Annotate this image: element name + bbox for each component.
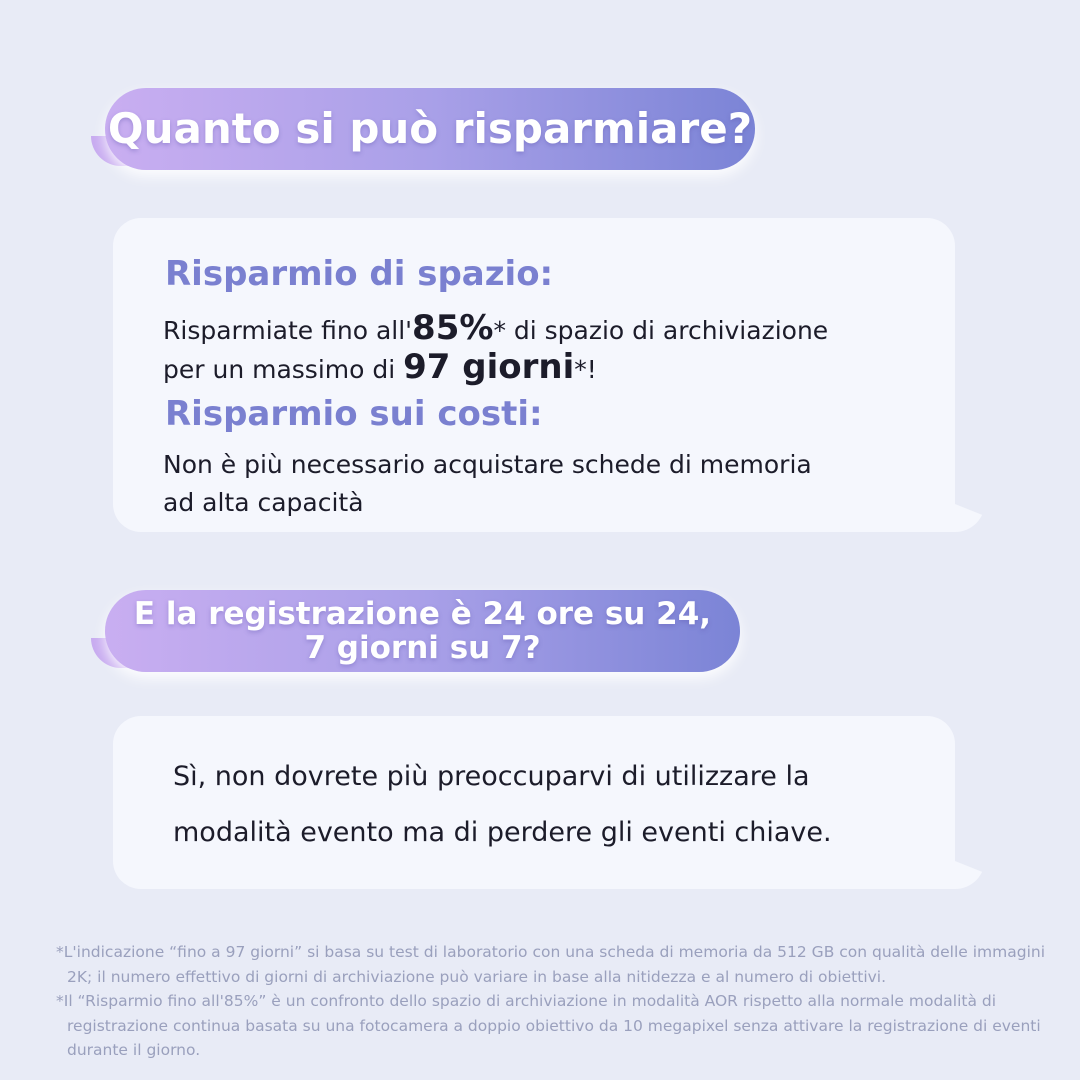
footnotes: *L'indicazione “fino a 97 giorni” si bas…: [56, 940, 1056, 1063]
card-tail: [925, 492, 985, 532]
space-saving-title: Risparmio di spazio:: [165, 254, 554, 294]
space-saving-line1: Risparmiate fino all'85%* di spazio di a…: [163, 308, 829, 348]
card-tail: [925, 849, 985, 889]
footnote: *L'indicazione “fino a 97 giorni” si bas…: [56, 943, 1046, 986]
savings-card: Risparmio di spazio: Risparmiate fino al…: [113, 218, 985, 532]
heading-recording-line1: E la registrazione è 24 ore su 24,: [133, 596, 712, 632]
cost-saving-line1: Non è più necessario acquistare schede d…: [163, 450, 812, 479]
answer-line2: modalità evento ma di perdere gli eventi…: [173, 817, 832, 848]
answer-line1: Sì, non dovrete più preoccuparvi di util…: [173, 761, 810, 792]
footnote: *Il “Risparmio fino all'85%” è un confro…: [56, 992, 1041, 1059]
space-saving-line2: per un massimo di 97 giorni*!: [163, 347, 597, 387]
heading-savings: Quanto si può risparmiare?: [107, 104, 753, 153]
heading-recording-line2: 7 giorni su 7?: [304, 630, 541, 666]
cost-saving-title: Risparmio sui costi:: [165, 394, 543, 434]
answer-card: Sì, non dovrete più preoccuparvi di util…: [113, 716, 985, 889]
heading-bubble-recording: E la registrazione è 24 ore su 24, 7 gio…: [91, 590, 740, 672]
heading-bubble-savings: Quanto si può risparmiare?: [91, 88, 755, 170]
cost-saving-line2: ad alta capacità: [163, 488, 364, 517]
